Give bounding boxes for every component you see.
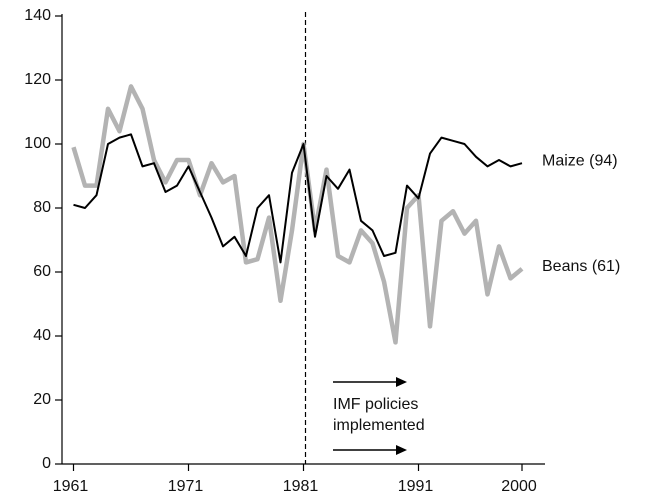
x-tick-label: 1971 — [168, 478, 204, 495]
y-tick-label: 80 — [33, 199, 51, 216]
series-line — [71, 84, 524, 345]
annotation: IMF policies — [333, 396, 418, 413]
y-tick-label: 0 — [42, 455, 51, 472]
arrow-head — [396, 445, 407, 455]
y-tick-label: 120 — [24, 71, 51, 88]
arrow-head — [396, 377, 407, 387]
series-label: Maize (94) — [542, 152, 618, 169]
x-tick-label: 1981 — [283, 478, 319, 495]
y-tick-label: 140 — [24, 7, 51, 24]
x-tick-label: 1961 — [53, 478, 89, 495]
series-label: Beans (61) — [542, 258, 620, 275]
series-line — [73, 133, 523, 264]
x-tick-label: 1991 — [398, 478, 434, 495]
y-tick-label: 60 — [33, 263, 51, 280]
x-tick-label: 2000 — [501, 478, 537, 495]
annotation: implemented — [333, 417, 425, 434]
y-tick-label: 100 — [24, 135, 51, 152]
y-tick-label: 40 — [33, 327, 51, 344]
y-tick-label: 20 — [33, 391, 51, 408]
